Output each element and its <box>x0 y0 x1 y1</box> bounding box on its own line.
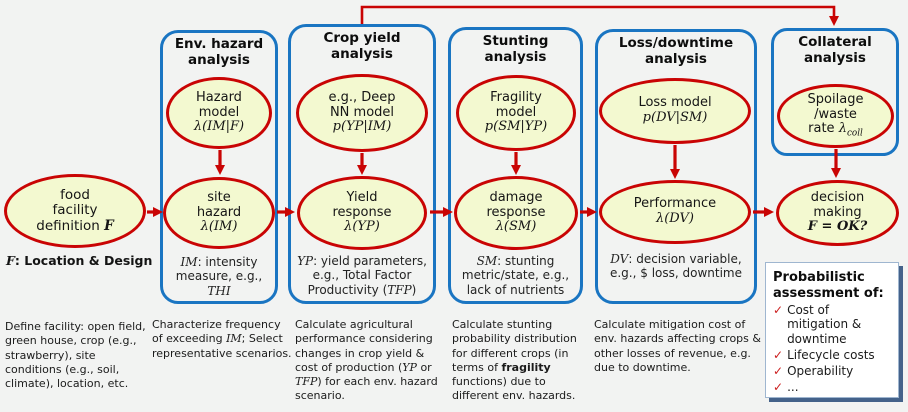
node-label: damage response λ(SM) <box>486 189 546 235</box>
collateral-analysis-header: Collateral analysis <box>798 34 872 66</box>
arrow-feedback-top <box>360 5 839 26</box>
crop-yield-analysis-box <box>288 24 436 304</box>
assessment-item: ✓ Cost of mitigation & downtime <box>773 303 893 345</box>
yield-response-node: Yield response λ(YP) <box>297 176 427 250</box>
site-hazard-node: site hazard λ(IM) <box>163 177 275 249</box>
assessment-item: ✓ Lifecycle costs <box>773 348 893 362</box>
assessment-item-label: Lifecycle costs <box>787 347 875 362</box>
node-label: Spoilage/waste rate λcoll <box>807 92 864 139</box>
f-location-design-note: F: Location & Design <box>6 253 153 268</box>
node-label: e.g., Deep NN model p(YP|IM) <box>328 89 396 135</box>
assessment-item-label: Operability <box>787 363 854 378</box>
crop-yield-description: Calculate agricultural performance consi… <box>295 318 438 403</box>
define-facility-description: Define facility: open field, green house… <box>5 320 146 391</box>
spoilage-waste-rate-node: Spoilage/waste rate λcoll <box>777 84 894 148</box>
stunting-description: Calculate stunting probability distribut… <box>452 318 577 403</box>
node-label: Hazard model λ(IM|F) <box>193 89 245 135</box>
stunting-analysis-header: Stunting analysis <box>482 33 549 65</box>
check-icon: ✓ <box>773 303 784 318</box>
dv-variable-note: DV: decision variable, e.g., $ loss, dow… <box>609 252 742 281</box>
hazard-model-node: Hazard model λ(IM|F) <box>166 77 272 149</box>
node-label: Fragility model p(SM|YP) <box>484 89 548 135</box>
loss-downtime-analysis-header: Loss/downtime analysis <box>618 35 734 67</box>
node-label: Performance λ(DV) <box>633 196 717 226</box>
loss-model-node: Loss model p(DV|SM) <box>599 78 751 144</box>
fragility-model-node: Fragility model p(SM|YP) <box>456 75 576 151</box>
deep-nn-model-node: e.g., Deep NN model p(YP|IM) <box>296 74 428 152</box>
performance-node: Performance λ(DV) <box>599 180 751 244</box>
stunting-analysis-box <box>448 27 583 304</box>
env-hazard-description: Characterize frequency of exceeding IM; … <box>152 318 292 360</box>
assessment-item: ✓ Operability <box>773 364 893 378</box>
env-hazard-analysis-header: Env. hazard analysis <box>174 36 264 68</box>
sm-variable-note: SM: stunting metric/state, e.g., lack of… <box>461 254 570 297</box>
env-hazard-analysis-box <box>160 30 278 304</box>
damage-response-node: damage response λ(SM) <box>454 176 578 250</box>
food-facility-definition-node: food facility definition F <box>4 174 146 248</box>
node-label: food facility definition F <box>36 187 114 234</box>
loss-downtime-description: Calculate mitigation cost of env. hazard… <box>594 318 761 374</box>
node-label: Loss model p(DV|SM) <box>638 95 712 125</box>
yp-variable-note: YP: yield parameters, e.g., Total Factor… <box>297 254 427 297</box>
check-icon: ✓ <box>773 379 784 394</box>
assessment-title: Probabilistic assessment of: <box>773 270 884 301</box>
probabilistic-assessment-box: Probabilistic assessment of: ✓ Cost of m… <box>765 262 899 398</box>
node-label: Yield response λ(YP) <box>332 189 392 235</box>
im-variable-note: IM: intensity measure, e.g., THI <box>175 255 263 298</box>
check-icon: ✓ <box>773 363 784 378</box>
check-icon: ✓ <box>773 347 784 362</box>
loss-downtime-analysis-box <box>595 29 757 304</box>
node-label: decision making F = OK? <box>807 189 868 235</box>
node-label: site hazard λ(IM) <box>196 189 242 235</box>
assessment-item-label: ... <box>787 379 799 394</box>
crop-yield-analysis-header: Crop yield analysis <box>323 30 401 62</box>
decision-making-node: decision making F = OK? <box>776 180 899 246</box>
assessment-item: ✓ ... <box>773 380 893 394</box>
assessment-item-label: Cost of mitigation & downtime <box>787 303 862 346</box>
